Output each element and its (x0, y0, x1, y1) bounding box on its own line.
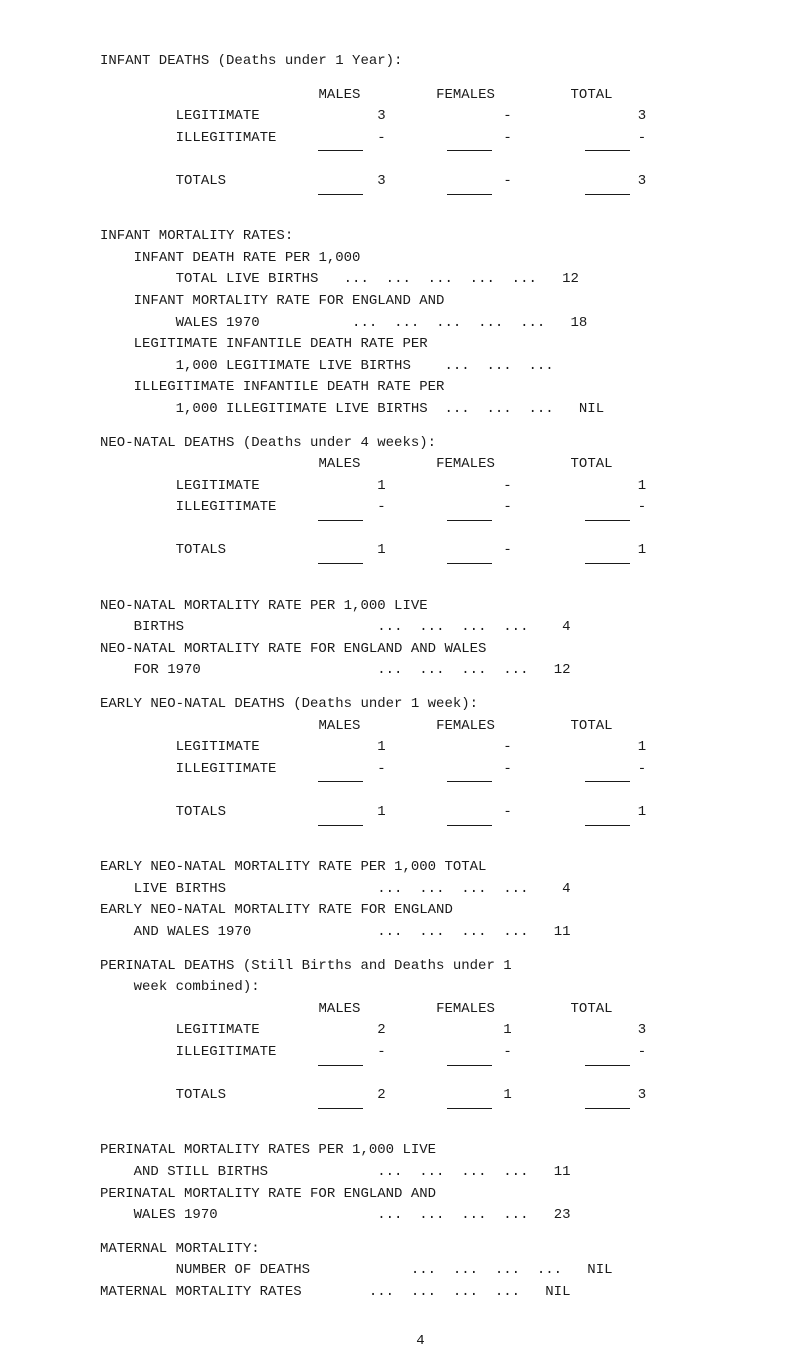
section-header: INFANT MORTALITY RATES: (100, 227, 741, 247)
table-row: LEGITIMATE 1 - 1 (100, 477, 741, 497)
text-line: ILLEGITIMATE INFANTILE DEATH RATE PER (100, 378, 741, 398)
header-row: MALES FEMALES TOTAL (100, 717, 741, 737)
text-line: NEO-NATAL MORTALITY RATE FOR ENGLAND AND… (100, 640, 741, 660)
page-number: 4 (100, 1332, 741, 1352)
text-line: WALES 1970 ... ... ... ... 23 (100, 1206, 741, 1226)
text-line: PERINATAL MORTALITY RATE FOR ENGLAND AND (100, 1185, 741, 1205)
text-line: 1,000 ILLEGITIMATE LIVE BIRTHS ... ... .… (100, 400, 741, 420)
text-line: NEO-NATAL MORTALITY RATE PER 1,000 LIVE (100, 597, 741, 617)
rule-row (100, 1065, 741, 1085)
rule-row (100, 194, 741, 214)
section-header: NEO-NATAL DEATHS (Deaths under 4 weeks): (100, 434, 741, 454)
text-line: EARLY NEO-NATAL MORTALITY RATE PER 1,000… (100, 858, 741, 878)
section-header: EARLY NEO-NATAL DEATHS (Deaths under 1 w… (100, 695, 741, 715)
table-row: TOTALS 2 1 3 (100, 1086, 741, 1106)
table-row: LEGITIMATE 1 - 1 (100, 738, 741, 758)
table-row: ILLEGITIMATE - - - (100, 498, 741, 518)
section-header: week combined): (100, 978, 741, 998)
table-row: LEGITIMATE 3 - 3 (100, 107, 741, 127)
text-line: LEGITIMATE INFANTILE DEATH RATE PER (100, 335, 741, 355)
header-row: MALES FEMALES TOTAL (100, 86, 741, 106)
text-line: 1,000 LEGITIMATE LIVE BIRTHS ... ... ... (100, 357, 741, 377)
title: INFANT DEATHS (Deaths under 1 Year): (100, 52, 741, 72)
section-header: PERINATAL DEATHS (Still Births and Death… (100, 957, 741, 977)
rule-row (100, 781, 741, 801)
text-line: WALES 1970 ... ... ... ... ... 18 (100, 314, 741, 334)
table-row: LEGITIMATE 2 1 3 (100, 1021, 741, 1041)
table-row: TOTALS 1 - 1 (100, 803, 741, 823)
text-line: AND WALES 1970 ... ... ... ... 11 (100, 923, 741, 943)
text-line: LIVE BIRTHS ... ... ... ... 4 (100, 880, 741, 900)
header-row: MALES FEMALES TOTAL (100, 1000, 741, 1020)
header-row: MALES FEMALES TOTAL (100, 455, 741, 475)
text-line: FOR 1970 ... ... ... ... 12 (100, 661, 741, 681)
section-header: MATERNAL MORTALITY: (100, 1240, 741, 1260)
text-line: PERINATAL MORTALITY RATES PER 1,000 LIVE (100, 1141, 741, 1161)
table-row: TOTALS 3 - 3 (100, 172, 741, 192)
table-row: ILLEGITIMATE - - - (100, 760, 741, 780)
text-line: EARLY NEO-NATAL MORTALITY RATE FOR ENGLA… (100, 901, 741, 921)
rule-row (100, 150, 741, 170)
text-line: AND STILL BIRTHS ... ... ... ... 11 (100, 1163, 741, 1183)
text-line: INFANT DEATH RATE PER 1,000 (100, 249, 741, 269)
rule-row (100, 520, 741, 540)
table-row: TOTALS 1 - 1 (100, 541, 741, 561)
rule-row (100, 825, 741, 845)
table-row: ILLEGITIMATE - - - (100, 129, 741, 149)
rule-row (100, 1108, 741, 1128)
table-row: ILLEGITIMATE - - - (100, 1043, 741, 1063)
text-line: BIRTHS ... ... ... ... 4 (100, 618, 741, 638)
text-line: INFANT MORTALITY RATE FOR ENGLAND AND (100, 292, 741, 312)
text-line: NUMBER OF DEATHS ... ... ... ... NIL (100, 1261, 741, 1281)
text-line: TOTAL LIVE BIRTHS ... ... ... ... ... 12 (100, 270, 741, 290)
rule-row (100, 563, 741, 583)
text-line: MATERNAL MORTALITY RATES ... ... ... ...… (100, 1283, 741, 1303)
